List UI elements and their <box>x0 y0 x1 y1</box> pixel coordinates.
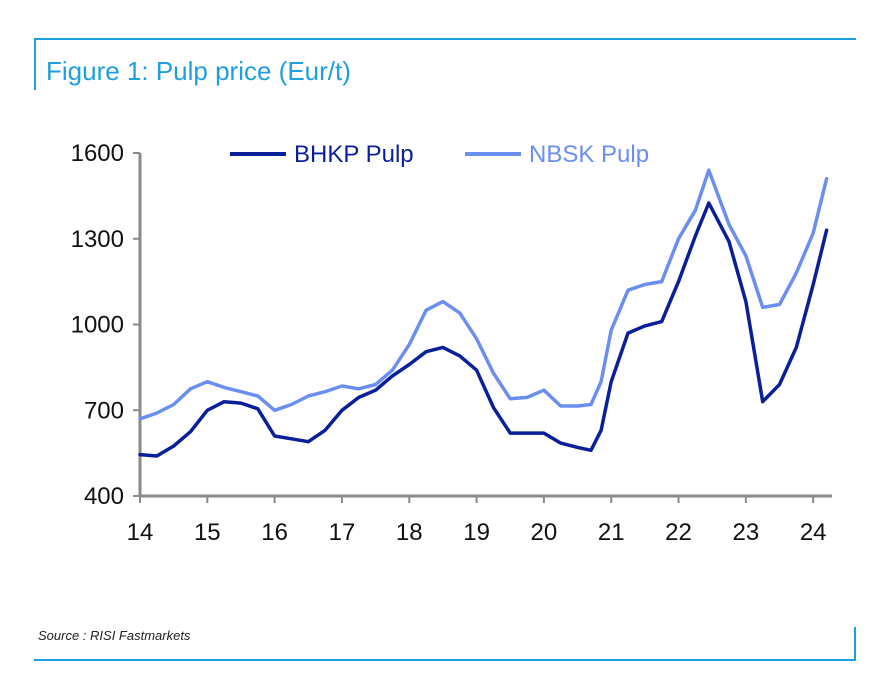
x-tick-label: 19 <box>463 519 490 546</box>
y-tick-label: 1600 <box>71 140 124 167</box>
y-tick-label: 1300 <box>71 226 124 253</box>
source-note: Source : RISI Fastmarkets <box>38 628 191 643</box>
x-tick-label: 22 <box>665 519 692 546</box>
frame-right-border <box>854 627 856 661</box>
frame-left-border <box>34 38 36 90</box>
y-tick-label: 400 <box>84 483 124 510</box>
x-tick-label: 15 <box>194 519 221 546</box>
series-line-nbsk-pulp <box>138 168 829 421</box>
x-tick-label: 16 <box>261 519 288 546</box>
x-tick-label: 23 <box>733 519 760 546</box>
x-tick-label: 17 <box>329 519 356 546</box>
figure-title: Figure 1: Pulp price (Eur/t) <box>46 56 351 86</box>
x-tick-label: 20 <box>531 519 558 546</box>
y-tick-label: 700 <box>84 397 124 424</box>
legend-label-bhkp-pulp: BHKP Pulp <box>294 141 414 168</box>
x-tick-label: 14 <box>127 519 154 546</box>
frame-top-border <box>34 38 856 40</box>
y-tick-label: 1000 <box>71 312 124 339</box>
axes <box>133 152 832 503</box>
x-tick-label: 21 <box>598 519 625 546</box>
legend-label-nbsk-pulp: NBSK Pulp <box>529 141 649 168</box>
tick-labels: 400 700 1000 1300 1600 14 15 16 17 18 19 20 21 22 23 24 <box>71 140 827 546</box>
legend: BHKP Pulp NBSK Pulp <box>230 141 649 168</box>
x-tick-label: 24 <box>800 519 827 546</box>
series-line-bhkp-pulp <box>138 201 829 458</box>
series-lines <box>138 168 829 458</box>
frame-bottom-border <box>34 659 856 661</box>
x-tick-label: 18 <box>396 519 423 546</box>
